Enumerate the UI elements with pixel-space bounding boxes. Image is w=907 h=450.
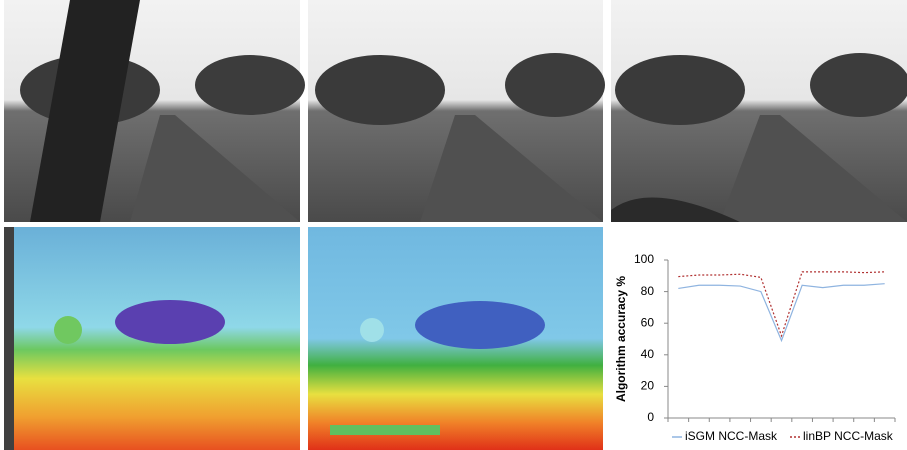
y-tick-label: 60 (641, 315, 655, 329)
y-axis-label: Algorithm accuracy % (614, 276, 628, 402)
figure: Algorithm accuracy % 0 20 40 60 80 100 iSGM NC… (0, 0, 907, 450)
y-tick-label: 40 (641, 347, 655, 361)
photo-left (4, 0, 305, 222)
legend-label: linBP NCC-Mask (803, 429, 894, 443)
disparity-map-linbp (308, 227, 603, 450)
photo-middle (308, 0, 605, 222)
y-tick-label: 80 (641, 284, 655, 298)
legend-label: iSGM NCC-Mask (685, 429, 778, 443)
chart: Algorithm accuracy % 0 20 40 60 80 100 iSGM NC… (614, 252, 895, 443)
series-line (678, 284, 884, 341)
disparity-map-isgm (4, 227, 300, 450)
series-line (678, 272, 884, 336)
y-tick-label: 0 (647, 410, 654, 424)
y-tick-label: 100 (634, 252, 654, 266)
y-tick-label: 20 (641, 379, 655, 393)
photo-right (611, 0, 907, 222)
